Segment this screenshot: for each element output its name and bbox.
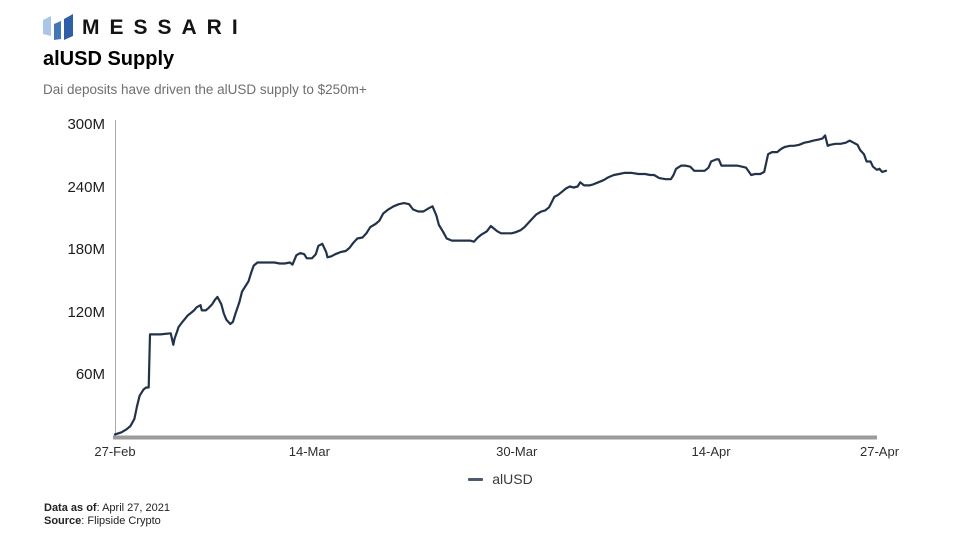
- page-title: alUSD Supply: [43, 48, 175, 70]
- data-as-of-line: Data as of: April 27, 2021: [44, 502, 170, 514]
- x-tick-label: 27-Feb: [94, 444, 136, 459]
- legend-item-alusd[interactable]: alUSD: [492, 471, 533, 487]
- messari-wordmark: MESSARI: [82, 16, 248, 39]
- y-tick-label: 60M: [75, 366, 105, 383]
- x-tick-label: 27-Apr: [860, 444, 900, 459]
- y-tick-label: 240M: [67, 178, 105, 196]
- y-tick-label: 120M: [67, 303, 105, 321]
- x-tick-label: 14-Apr: [691, 444, 731, 459]
- x-tick-label: 30-Mar: [496, 444, 538, 459]
- messari-logo-icon: [43, 14, 73, 40]
- chart-legend: alUSD: [115, 471, 886, 487]
- y-tick-label: 180M: [67, 241, 105, 258]
- x-tick-label: 14-Mar: [288, 444, 330, 459]
- chart-footer: Data as of: April 27, 2021 Source: Flips…: [44, 502, 170, 528]
- page-subtitle: Dai deposits have driven the alUSD suppl…: [43, 82, 367, 97]
- alusd-supply-line: [113, 134, 888, 436]
- legend-line-swatch: [468, 477, 484, 481]
- source-line: Source: Flipside Crypto: [44, 515, 161, 527]
- x-axis-line: [113, 435, 877, 440]
- messari-logo: MESSARI: [41, 13, 248, 42]
- y-tick-label: 300M: [67, 116, 105, 133]
